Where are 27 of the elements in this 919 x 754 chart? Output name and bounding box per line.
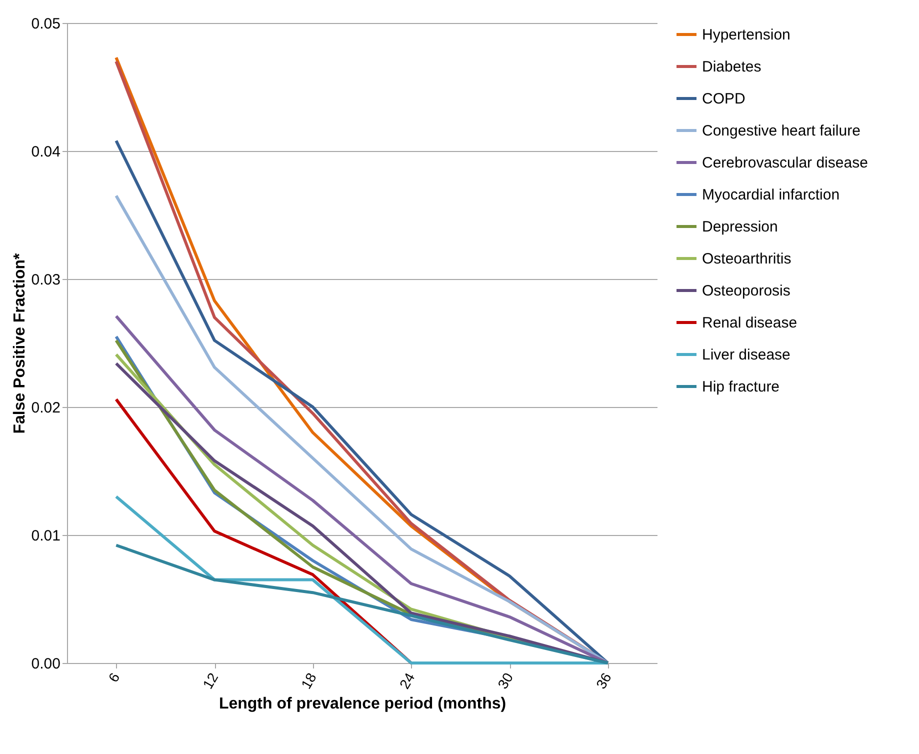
x-axis-title: Length of prevalence period (months) — [218, 695, 506, 712]
legend-label: Renal disease — [702, 314, 798, 332]
legend-label: Liver disease — [702, 346, 790, 364]
x-tick-label: 36 — [592, 670, 614, 692]
legend-label: Myocardial infarction — [702, 186, 840, 204]
y-tick-label: 0.02 — [31, 400, 60, 416]
y-tick-label: 0.00 — [31, 656, 60, 672]
legend-label: Congestive heart failure — [702, 122, 860, 140]
x-tick-label: 12 — [199, 670, 222, 692]
legend-label: Hypertension — [702, 26, 790, 44]
y-tick-label: 0.03 — [31, 272, 60, 288]
legend-label: COPD — [702, 90, 746, 108]
legend-label: Cerebrovascular disease — [702, 154, 868, 172]
legend-label: Osteoarthritis — [702, 250, 792, 268]
x-tick-label: 24 — [396, 670, 418, 692]
legend-label: Depression — [702, 218, 778, 236]
y-tick-label: 0.01 — [31, 528, 60, 544]
y-tick-label: 0.05 — [31, 16, 60, 32]
line-series — [114, 544, 610, 664]
legend-label: Diabetes — [702, 58, 762, 76]
x-tick-label: 30 — [494, 670, 516, 692]
x-tick-label: 18 — [298, 670, 320, 692]
x-tick-label: 6 — [104, 670, 123, 685]
y-tick-label: 0.04 — [31, 144, 60, 160]
legend-label: Osteoporosis — [702, 282, 790, 300]
y-axis-title: False Positive Fraction* — [11, 252, 28, 434]
legend-label: Hip fracture — [702, 378, 780, 396]
